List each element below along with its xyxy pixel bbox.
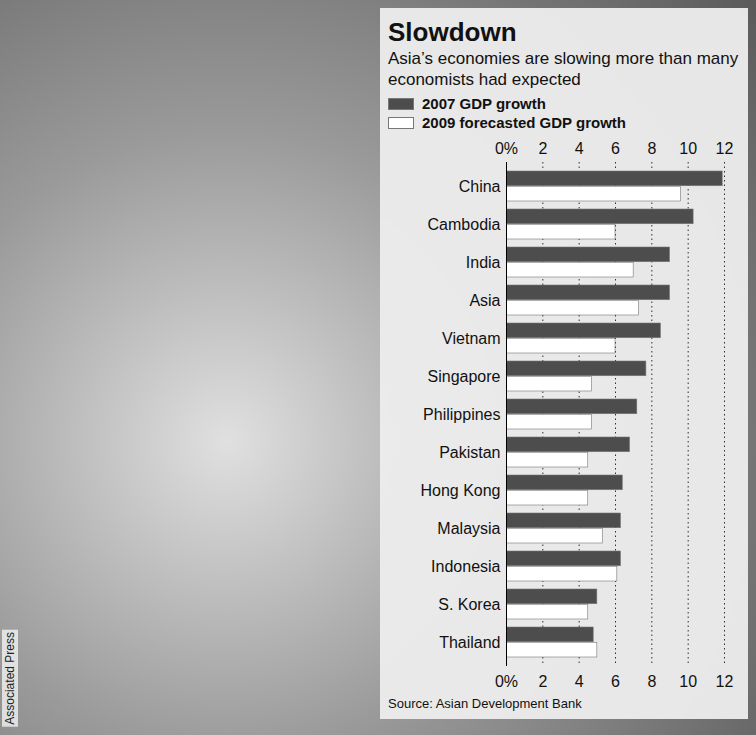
svg-text:8: 8 [647, 673, 656, 690]
svg-text:4: 4 [575, 140, 584, 157]
svg-text:6: 6 [611, 673, 620, 690]
svg-text:Hong Kong: Hong Kong [420, 482, 500, 499]
svg-text:10: 10 [679, 140, 697, 157]
svg-text:4: 4 [575, 673, 584, 690]
svg-text:Asia: Asia [469, 292, 500, 309]
svg-text:12: 12 [716, 140, 734, 157]
html-text:Slowdown: Slowdown [388, 17, 517, 47]
html-text:2009 forecasted GDP growth: 2009 forecasted GDP growth [422, 114, 626, 131]
svg-text:Cambodia: Cambodia [428, 216, 501, 233]
html-text:Source: Asian Development Bank: Source: Asian Development Bank [388, 696, 582, 711]
svg-text:Indonesia: Indonesia [431, 558, 500, 575]
svg-text:6: 6 [611, 140, 620, 157]
svg-text:0%: 0% [495, 140, 518, 157]
svg-text:India: India [466, 254, 501, 271]
svg-text:10: 10 [679, 673, 697, 690]
html-text:2007 GDP growth: 2007 GDP growth [422, 95, 546, 112]
svg-text:Vietnam: Vietnam [442, 330, 500, 347]
svg-text:Thailand: Thailand [439, 634, 500, 651]
html-text:Asia’s economies are slowing m: Asia’s economies are slowing more than m… [388, 49, 739, 89]
svg-text:Singapore: Singapore [428, 368, 501, 385]
html-text:Associated Press: Associated Press [3, 632, 17, 725]
svg-text:12: 12 [716, 673, 734, 690]
svg-text:Pakistan: Pakistan [439, 444, 500, 461]
svg-text:Philippines: Philippines [423, 406, 500, 423]
svg-text:0%: 0% [495, 673, 518, 690]
svg-text:2: 2 [538, 673, 547, 690]
svg-text:Malaysia: Malaysia [437, 520, 500, 537]
svg-text:2: 2 [538, 140, 547, 157]
svg-text:8: 8 [647, 140, 656, 157]
svg-text:China: China [459, 178, 501, 195]
svg-text:S. Korea: S. Korea [438, 596, 500, 613]
